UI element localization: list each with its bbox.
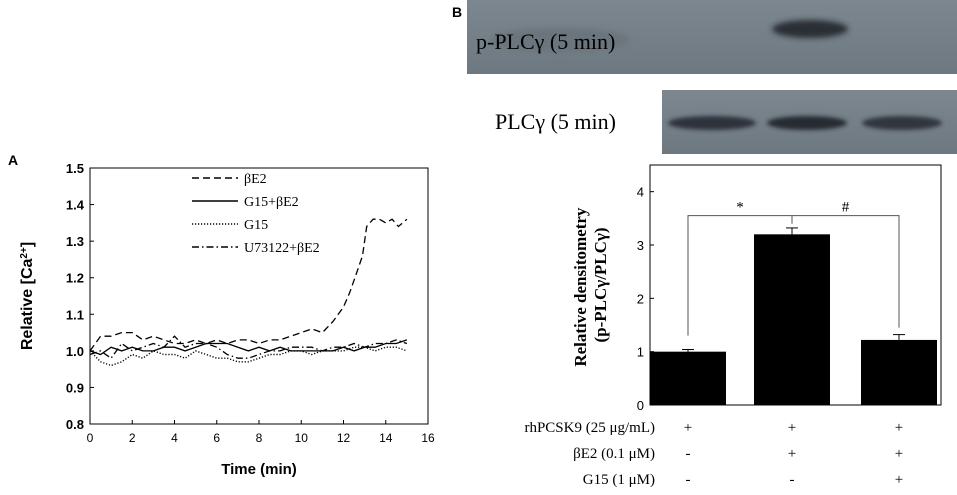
panel-a: A 0.8 0.9 1.0 1.1 1.2 1.3 1.4 1.5 0 2 4 6 8 10 12 14 16…: [8, 152, 435, 478]
treatment-row-label: βE2 (0.1 μM): [573, 446, 655, 462]
chart-b-significance-mark: *: [736, 200, 744, 216]
chart-a-x-tick-label: 10: [295, 431, 309, 445]
chart-b-y-tick-label: 4: [637, 185, 644, 200]
chart-b-y-axis-label: Relative densitometry (p-PLCγ/PLCγ): [571, 203, 610, 366]
treatment-cell: +: [788, 420, 796, 436]
chart-b-bar: [650, 351, 726, 405]
chart-a-y-tick-label: 1.2: [66, 271, 84, 286]
chart-a-y-tick-label: 1.0: [66, 344, 84, 359]
blot-p-plc-label: p-PLCγ (5 min): [476, 29, 615, 54]
blot-plc-band-lane2: [767, 116, 847, 130]
chart-b-bars: [650, 227, 937, 405]
chart-a-y-tick-label: 1.5: [66, 161, 84, 176]
chart-a-legend-label: G15+βE2: [244, 195, 299, 210]
blot-p-plc-smudge: [490, 28, 630, 52]
chart-b-y-axis-label-line2: (p-PLCγ/PLCγ): [591, 227, 610, 342]
panel-b-label: B: [452, 4, 462, 20]
chart-a-y-tick-label: 1.3: [66, 234, 84, 249]
treatment-cell: +: [788, 446, 796, 462]
chart-b-bar: [754, 234, 830, 405]
chart-a-y-axis: 0.8 0.9 1.0 1.1 1.2 1.3 1.4 1.5: [66, 161, 94, 432]
treatment-row-label: rhPCSK9 (25 μg/mL): [524, 420, 655, 436]
chart-b-y-tick-label: 0: [637, 398, 644, 413]
treatment-cell: -: [686, 472, 691, 488]
treatment-cell: +: [895, 420, 903, 436]
treatment-cell: +: [895, 446, 903, 462]
chart-a-series: [89, 218, 408, 367]
chart-a-y-tick-label: 1.4: [66, 198, 85, 213]
chart-b-y-tick-label: 3: [637, 238, 644, 253]
chart-b-significance: * #: [687, 200, 900, 336]
chart-a-x-tick-label: 2: [129, 431, 136, 445]
chart-a-series-line: [89, 335, 408, 360]
chart-a-x-axis: 0 2 4 6 8 10 12 14 16: [87, 420, 435, 445]
chart-a-legend: βE2 G15+βE2 G15 U73122+βE2: [192, 172, 320, 256]
blot-plc-band-lane3: [862, 116, 942, 130]
chart-b-significance-bracket: [791, 215, 900, 328]
chart-a-y-axis-label: Relative [Ca2+]: [19, 242, 37, 350]
chart-a-x-tick-label: 4: [171, 431, 178, 445]
chart-a-x-tick-label: 8: [256, 431, 263, 445]
blot-plc-label: PLCγ (5 min): [495, 109, 616, 134]
blot-p-plc-band-lane2: [772, 20, 848, 38]
chart-a-x-tick-label: 16: [421, 431, 435, 445]
chart-a-legend-label: U73122+βE2: [244, 241, 320, 256]
chart-a-series-line: [89, 346, 408, 367]
chart-a-series-line: [89, 218, 408, 352]
chart-a-y-tick-label: 1.1: [66, 307, 84, 322]
chart-a-y-tick-label: 0.8: [66, 417, 84, 432]
chart-a-x-tick-label: 14: [379, 431, 393, 445]
chart-a-series-line: [89, 339, 408, 356]
chart-b-y-axis-label-line1: Relative densitometry: [571, 207, 590, 367]
chart-b-significance-mark: #: [842, 200, 850, 216]
chart-a-legend-label: βE2: [244, 172, 267, 187]
chart-a-x-axis-label: Time (min): [221, 461, 297, 478]
treatment-cell: -: [686, 446, 691, 462]
blot-plc-band-lane1: [668, 116, 756, 130]
chart-b-y-tick-label: 2: [637, 291, 644, 306]
treatment-cell: +: [895, 472, 903, 488]
treatment-table: rhPCSK9 (25 μg/mL) + + + βE2 (0.1 μM) - + + G15 …: [524, 420, 903, 488]
chart-a-x-tick-label: 12: [337, 431, 351, 445]
chart-a-legend-label: G15: [244, 218, 268, 233]
treatment-cell: -: [790, 472, 795, 488]
chart-b-bar: [861, 339, 937, 405]
treatment-row-label: G15 (1 μM): [583, 472, 655, 488]
chart-a-x-tick-label: 6: [213, 431, 220, 445]
chart-a-y-tick-label: 0.9: [66, 380, 84, 395]
chart-a-x-tick-label: 0: [87, 431, 94, 445]
chart-b-y-tick-label: 1: [637, 345, 644, 360]
treatment-cell: +: [684, 420, 692, 436]
panel-a-label: A: [8, 152, 18, 168]
